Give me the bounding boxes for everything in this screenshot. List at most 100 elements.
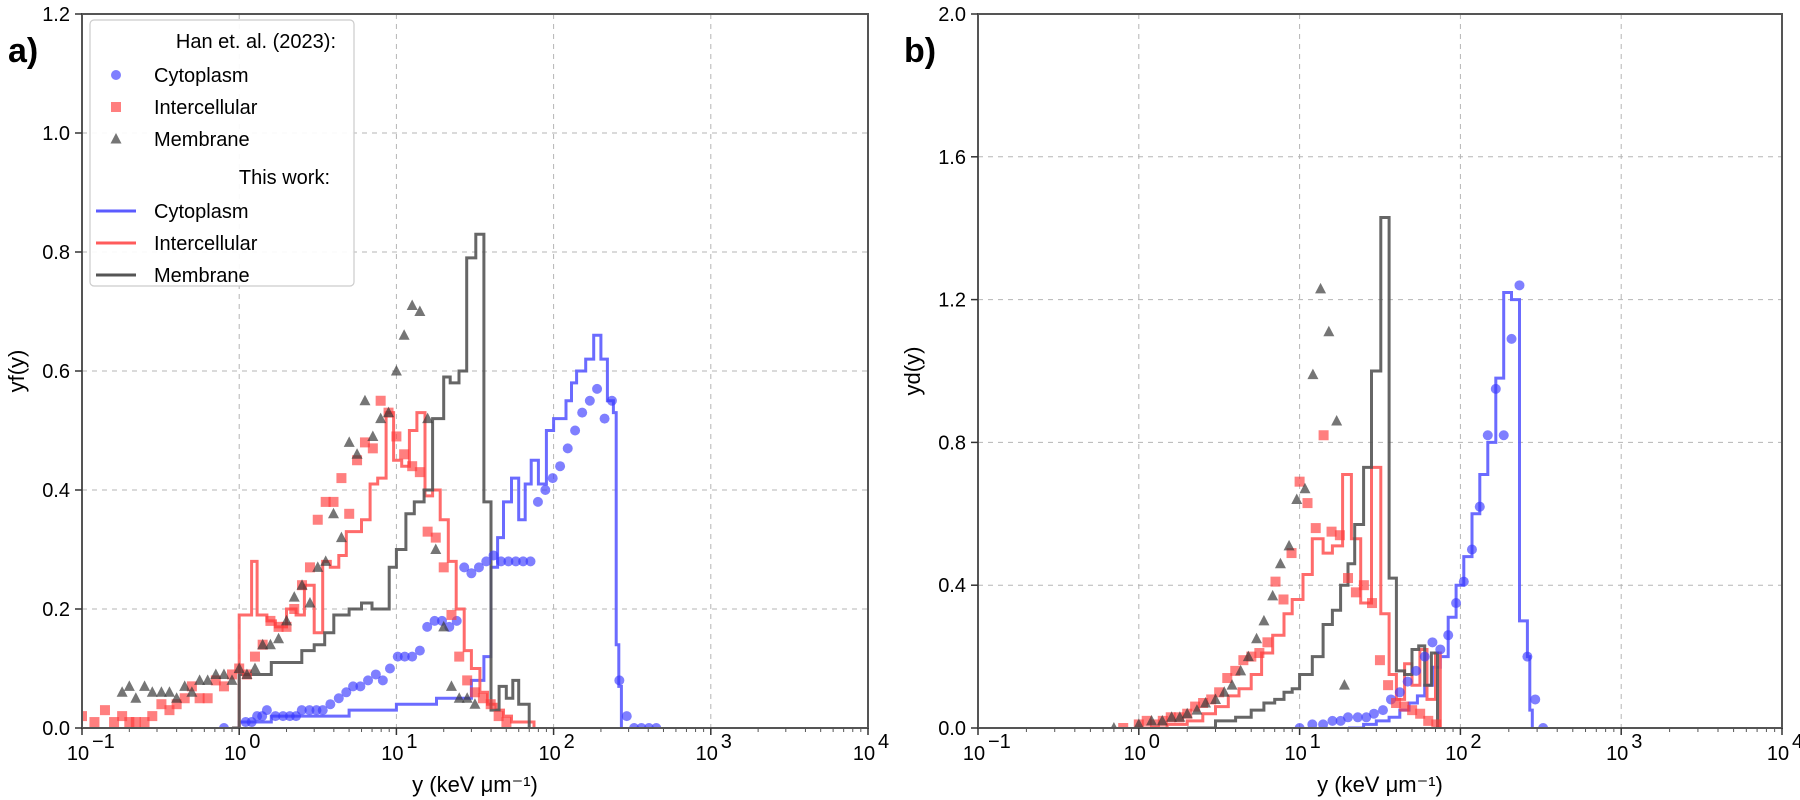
y-tick-label: 1.2 <box>938 290 966 312</box>
data-point-intercellular <box>109 717 120 728</box>
data-point-intercellular <box>156 699 167 710</box>
data-point-intercellular <box>89 717 100 728</box>
data-point-membrane <box>320 555 332 566</box>
data-point-membrane <box>1191 704 1203 715</box>
plot-frame <box>977 13 1783 729</box>
data-point-membrane <box>1283 539 1295 551</box>
series-line-membrane <box>1187 216 1439 728</box>
data-point-cytoplasm <box>384 663 395 674</box>
data-point-intercellular <box>1407 705 1418 716</box>
data-point-membrane <box>1274 557 1286 569</box>
data-point-cytoplasm <box>459 562 470 573</box>
data-point-intercellular <box>485 699 496 710</box>
data-point-intercellular <box>1334 530 1345 541</box>
data-point-cytoplasm <box>592 383 603 394</box>
data-point-intercellular <box>391 431 402 442</box>
data-point-membrane <box>273 632 285 644</box>
data-point-cytoplasm <box>363 675 374 686</box>
data-point-intercellular <box>430 532 441 543</box>
data-point-membrane <box>130 692 142 703</box>
legend-label: Intercellular <box>154 233 258 255</box>
data-point-cytoplasm <box>1466 544 1477 555</box>
data-point-membrane <box>1331 414 1343 426</box>
y-tick-label: 0.0 <box>42 718 70 740</box>
data-point-intercellular <box>344 508 355 519</box>
panel-a: 10−11001011021031040.00.20.40.60.81.01.2… <box>4 4 889 797</box>
series-group <box>1110 216 1549 728</box>
data-point-cytoplasm <box>218 723 229 728</box>
data-point-membrane <box>445 680 457 691</box>
legend-marker-cytoplasm <box>111 70 121 80</box>
data-point-membrane <box>1110 722 1118 728</box>
data-point-membrane <box>359 394 371 406</box>
x-tick-exponent: 3 <box>1631 731 1642 753</box>
data-point-intercellular <box>1367 598 1377 609</box>
data-point-cytoplasm <box>1451 598 1462 609</box>
data-point-intercellular <box>194 693 205 704</box>
x-tick-label: 10 <box>224 743 246 765</box>
data-point-membrane <box>430 543 442 554</box>
data-point-intercellular <box>1270 576 1281 587</box>
x-tick-label: 10 <box>67 743 89 765</box>
y-tick-label: 1.2 <box>42 4 70 26</box>
legend-box <box>89 19 355 287</box>
data-point-membrane <box>233 662 245 673</box>
data-point-membrane <box>453 692 465 703</box>
data-point-cytoplasm <box>1352 712 1363 723</box>
data-point-membrane <box>343 436 355 447</box>
data-point-cytoplasm <box>1394 687 1405 698</box>
data-point-intercellular <box>249 651 260 662</box>
data-point-intercellular <box>273 621 284 632</box>
data-point-cytoplasm <box>270 711 281 722</box>
data-point-intercellular <box>171 699 182 710</box>
data-point-membrane <box>194 674 206 685</box>
data-point-membrane <box>1226 679 1238 690</box>
data-point-intercellular <box>1399 701 1410 712</box>
data-point-membrane <box>1315 282 1327 294</box>
data-point-cytoplasm <box>643 723 654 728</box>
y-tick-label: 0.8 <box>938 432 966 454</box>
data-point-intercellular <box>1278 594 1289 605</box>
data-point-cytoplasm <box>629 723 640 728</box>
data-point-cytoplasm <box>1498 430 1509 441</box>
data-point-membrane <box>1133 718 1144 728</box>
data-point-cytoplasm <box>317 705 328 716</box>
data-point-membrane <box>1235 664 1247 676</box>
data-point-cytoplasm <box>577 407 588 418</box>
data-point-membrane <box>116 686 128 697</box>
series-line-cytoplasm <box>1348 291 1534 728</box>
data-point-cytoplasm <box>584 395 595 406</box>
y-tick-label: 0.4 <box>42 480 70 502</box>
data-point-intercellular <box>501 717 512 728</box>
data-point-intercellular <box>1415 708 1426 719</box>
data-point-cytoplasm <box>540 485 551 495</box>
data-point-membrane <box>226 674 238 685</box>
data-point-membrane <box>171 692 183 703</box>
y-tick-label: 0.0 <box>938 718 966 740</box>
data-point-membrane <box>1181 707 1193 719</box>
data-point-cytoplasm <box>1327 715 1338 726</box>
data-point-cytoplasm <box>496 556 507 567</box>
data-point-cytoplasm <box>1307 719 1318 728</box>
x-tick-label: 10 <box>1767 743 1789 765</box>
legend-label: Intercellular <box>154 97 258 119</box>
data-point-intercellular <box>139 717 150 728</box>
data-point-intercellular <box>164 705 175 716</box>
data-point-intercellular <box>1262 637 1273 648</box>
data-point-membrane <box>281 614 293 626</box>
data-point-intercellular <box>1310 523 1321 534</box>
data-point-membrane <box>288 591 300 602</box>
data-point-intercellular <box>1343 573 1354 584</box>
data-point-membrane <box>312 561 324 572</box>
y-axis-title: yd(y) <box>900 347 925 396</box>
data-point-cytoplasm <box>473 562 484 573</box>
data-point-membrane <box>406 299 418 311</box>
data-point-membrane <box>422 412 434 424</box>
data-point-membrane <box>1323 325 1335 337</box>
x-tick-label: 10 <box>1284 743 1306 765</box>
data-point-intercellular <box>312 514 323 525</box>
data-point-intercellular <box>1118 723 1129 728</box>
data-point-membrane <box>375 412 387 424</box>
data-point-membrane <box>139 680 151 691</box>
